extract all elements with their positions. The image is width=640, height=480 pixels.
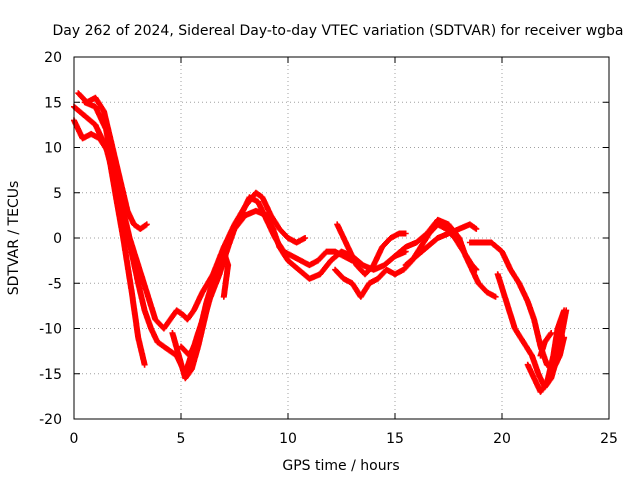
chart-title: Day 262 of 2024, Sidereal Day-to-day VTE… [52,23,623,39]
series-track [524,307,568,395]
y-tick-label: 15 [44,95,62,111]
y-tick-label: -20 [39,412,62,428]
y-tick-label: 10 [44,141,62,157]
series-markers [537,330,555,359]
series-track [81,99,309,332]
y-tick-label: 5 [53,186,62,202]
series-markers [494,271,570,391]
series-markers [402,221,480,269]
series-track [178,248,232,359]
y-tick-label: 20 [44,50,62,66]
y-tick-label: -15 [39,367,62,383]
series-track [334,221,409,278]
data-series [71,90,570,395]
x-tick-label: 15 [386,431,404,447]
y-tick-label: -10 [39,322,62,338]
y-tick-label: -5 [48,276,62,292]
series-track [494,271,570,391]
y-tick-label: 0 [53,231,62,247]
series-track [169,194,356,382]
x-tick-label: 10 [279,431,297,447]
series-track [392,216,499,300]
x-axis-title: GPS time / hours [282,458,399,474]
y-axis-title: SDTVAR / TECUs [6,181,22,296]
x-tick-label: 25 [600,431,618,447]
x-tick-label: 20 [493,431,511,447]
series-markers [334,221,409,278]
series-markers [524,307,568,395]
series-track [537,330,555,359]
series-markers [169,194,356,382]
x-tick-label: 0 [70,431,79,447]
series-markers [392,216,499,300]
series-markers [81,99,309,332]
series-markers [178,248,232,359]
x-tick-label: 5 [177,431,186,447]
ticks: 0 5 10 15 20 25 -20 -15 -10 -5 0 5 10 15 20 [39,50,618,447]
series-track [402,221,480,269]
